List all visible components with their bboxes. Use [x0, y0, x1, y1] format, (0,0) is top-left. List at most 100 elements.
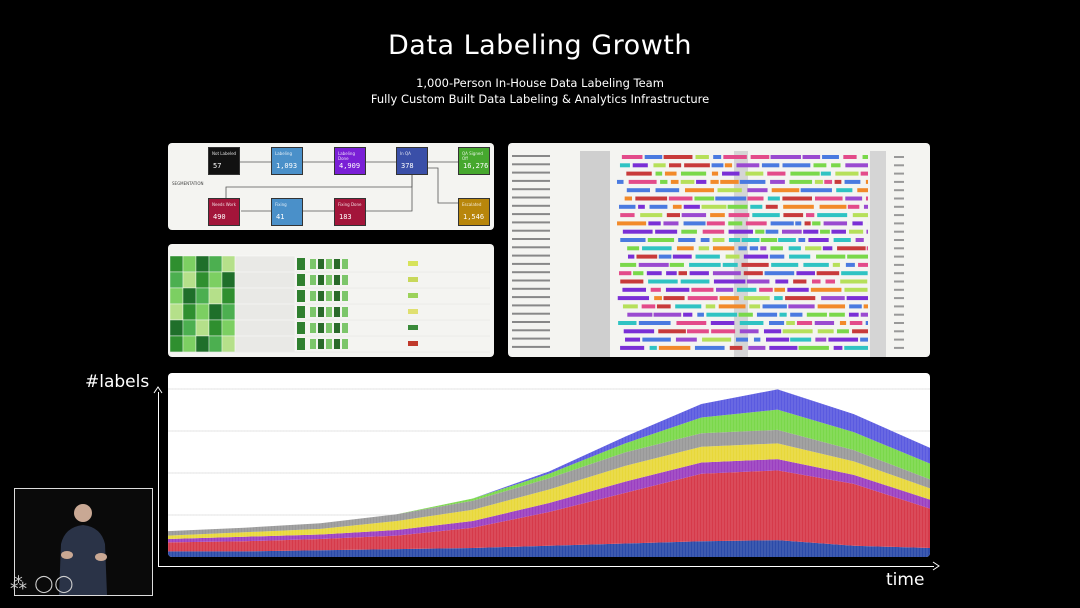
pipeline-node[interactable]: Needs Work 490 [208, 198, 240, 226]
timeline-segment [844, 179, 861, 184]
table-empty-cell [234, 335, 296, 353]
timeline-segment [627, 312, 653, 317]
timeline-segment [666, 271, 677, 276]
timeline-segment [790, 171, 820, 176]
timeline-segment [812, 279, 821, 284]
timeline-segment [788, 304, 815, 309]
timeline-stat [894, 222, 904, 225]
timeline-segment [806, 213, 815, 218]
timeline-segment [782, 196, 812, 201]
timeline-segment [844, 345, 868, 350]
timeline-segment [663, 221, 679, 226]
table-tag [408, 277, 418, 282]
timeline-segment [860, 337, 868, 342]
timeline-stat [894, 230, 904, 233]
timeline-segment [748, 345, 766, 350]
timeline-row-label [512, 254, 550, 257]
timeline-segment [761, 163, 780, 168]
timeline-segment [866, 246, 868, 251]
timeline-segment [860, 171, 868, 176]
timeline-segment [817, 304, 846, 309]
timeline-row-label [512, 163, 550, 166]
timeline-segment [745, 171, 764, 176]
timeline-segment [676, 246, 694, 251]
timeline-segment [720, 179, 739, 184]
timeline-segment [817, 329, 834, 334]
timeline-segment [743, 254, 769, 259]
y-axis-line [158, 392, 159, 566]
pipeline-node[interactable]: Not Labeled 57 [208, 147, 240, 175]
pipeline-row-label: SEGMENTATION [172, 181, 204, 186]
timeline-row-label [512, 155, 550, 157]
timeline-segment [632, 163, 648, 168]
timeline-segment [763, 329, 782, 334]
timeline-segment [822, 246, 833, 251]
timeline-segment [658, 254, 672, 259]
timeline-stat [894, 180, 904, 183]
timeline-segment [783, 204, 814, 209]
timeline-segment [849, 229, 864, 234]
pipeline-node[interactable]: Fixing 41 [271, 198, 303, 226]
timeline-segment [741, 238, 760, 242]
timeline-segment [727, 204, 748, 209]
timeline-segment [790, 312, 803, 317]
timeline-row-label [512, 304, 550, 307]
table-cell [195, 287, 210, 305]
table-bar [326, 323, 332, 333]
timeline-row-label [512, 221, 550, 224]
table-cell [195, 255, 210, 273]
timeline-segment [825, 279, 836, 284]
pipeline-node[interactable]: Escalated 1,546 [458, 198, 490, 226]
pipeline-node[interactable]: Labeling Done 4,909 [334, 147, 366, 175]
table-bar [334, 275, 340, 285]
timeline-segment [694, 196, 715, 201]
table-bar [334, 339, 340, 349]
timeline-segment [663, 296, 685, 301]
timeline-segment [640, 213, 663, 218]
timeline-segment [695, 254, 720, 259]
labels-chart-panel [168, 373, 930, 557]
timeline-segment [765, 204, 778, 209]
timeline-segment [642, 337, 671, 342]
timeline-segment [833, 238, 851, 242]
timeline-segment [846, 296, 868, 301]
timeline-segment [616, 179, 624, 184]
table-bar [310, 275, 316, 285]
timeline-segment [785, 296, 816, 301]
pipeline-node[interactable]: Labeling 1,093 [271, 147, 303, 175]
timeline-row-label [512, 329, 550, 332]
timeline-row-label [512, 279, 550, 282]
timeline-stat [894, 263, 904, 266]
timeline-segment [623, 329, 655, 334]
timeline-segment [798, 345, 829, 350]
x-axis-arrow-icon [932, 561, 940, 571]
timeline-segment [702, 229, 725, 234]
pipeline-node[interactable]: QA Signed Off 16,276 [458, 147, 490, 175]
timeline-segment [649, 204, 668, 209]
pipeline-node-count: 4,909 [339, 162, 361, 170]
timeline-segment [681, 213, 707, 218]
timeline-segment [702, 337, 732, 342]
timeline-segment [836, 329, 849, 334]
timeline-segment [713, 155, 722, 159]
timeline-segment [619, 204, 636, 209]
pipeline-node[interactable]: Fixing Done 183 [334, 198, 366, 226]
timeline-segment [683, 312, 693, 317]
table-cell [221, 287, 236, 305]
table-cell [169, 255, 184, 273]
timeline-segment [622, 287, 647, 292]
speaker-video [14, 488, 153, 596]
timeline-segment [641, 304, 656, 309]
pipeline-node-label: Escalated [462, 202, 482, 207]
timeline-stat [894, 330, 904, 333]
slide-subtitle-2: Fully Custom Built Data Labeling & Analy… [370, 92, 710, 106]
timeline-segment [687, 296, 718, 301]
timeline-segment [675, 337, 697, 342]
timeline-segment [832, 262, 840, 267]
pipeline-node[interactable]: In QA 378 [396, 147, 428, 175]
timeline-segment [655, 229, 678, 234]
timeline-segment [743, 296, 770, 301]
timeline-segment [810, 287, 842, 292]
table-status-cell [297, 306, 305, 318]
table-bar [334, 291, 340, 301]
